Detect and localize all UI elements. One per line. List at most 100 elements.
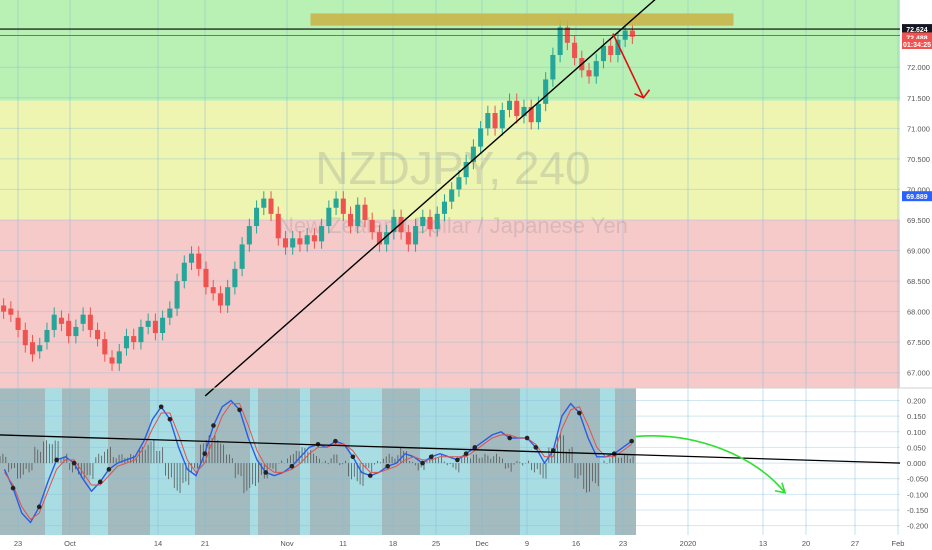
- candle-body-17: [123, 336, 130, 349]
- candle-body-3: [22, 329, 28, 346]
- candle-body-49: [355, 204, 361, 227]
- candle-body-40: [290, 238, 296, 248]
- candle-body-79: [572, 42, 578, 59]
- candle-body-53: [384, 232, 390, 245]
- candle-body-57: [413, 226, 419, 245]
- price-tag-text-2: 01:34:25: [903, 42, 931, 49]
- x-tick-label-8: Dec: [475, 539, 489, 548]
- candle-body-70: [506, 100, 513, 110]
- candle-body-20: [145, 320, 151, 327]
- projection-arrow-red: [612, 33, 645, 99]
- candle-body-4: [29, 342, 36, 355]
- price-zone-2: [0, 219, 900, 388]
- candle-body-50: [362, 204, 368, 220]
- cross-marker-42: [367, 473, 373, 478]
- candle-body-61: [441, 201, 448, 214]
- price-tick-label-10: 67.000: [907, 369, 930, 378]
- price-tag-bg-3: [902, 191, 932, 202]
- background-layer: [0, 0, 900, 535]
- price-tag-2: 01:34:25: [902, 38, 932, 49]
- resistance-box: [310, 13, 734, 26]
- candle-body-65: [470, 146, 476, 162]
- cross-marker-8: [71, 460, 77, 466]
- x-tick-label-14: 20: [802, 539, 810, 548]
- candle-body-84: [608, 45, 614, 55]
- candle-body-47: [340, 198, 346, 214]
- candle-body-33: [239, 244, 245, 269]
- cross-marker-19: [167, 416, 173, 422]
- candle-body-43: [311, 235, 317, 242]
- candle-body-48: [347, 213, 354, 227]
- candles-layer: [1, 20, 635, 371]
- oscillator-tick-label-0: 0.200: [907, 397, 926, 406]
- cross-marker-18: [158, 404, 164, 410]
- oscillator-gray-band-5: [310, 388, 350, 535]
- price-tag-text-3: 69.889: [906, 194, 928, 201]
- candle-body-34: [246, 226, 252, 245]
- price-tick-label-5: 69.500: [907, 216, 930, 225]
- candle-body-30: [217, 293, 223, 306]
- candle-body-14: [102, 339, 108, 355]
- cross-marker-52: [455, 457, 460, 463]
- projection-arrowhead-red: [634, 89, 651, 99]
- price-tag-bg-1: [902, 32, 932, 43]
- cross-marker-33: [289, 463, 295, 469]
- candle-body-10: [73, 326, 79, 337]
- x-tick-label-13: 13: [759, 539, 767, 548]
- watermark-description: New Zealand Dollar / Japanese Yen: [278, 213, 628, 238]
- candle-body-52: [376, 232, 382, 245]
- candle-body-71: [514, 100, 520, 117]
- price-tick-label-3: 70.500: [907, 155, 930, 164]
- candle-body-11: [80, 314, 86, 324]
- price-tick-label-2: 71.000: [907, 124, 930, 133]
- candle-body-56: [405, 232, 411, 245]
- cross-marker-38: [333, 438, 338, 444]
- candle-body-60: [434, 213, 440, 230]
- price-tag-bg-2: [902, 38, 932, 49]
- oscillator-gray-band-9: [615, 388, 636, 535]
- candle-body-72: [521, 106, 527, 117]
- candle-body-69: [499, 109, 505, 129]
- candle-body-87: [629, 30, 635, 37]
- price-tick-label-4: 70.000: [907, 185, 930, 194]
- candle-body-39: [282, 238, 289, 248]
- candle-body-24: [174, 281, 180, 309]
- x-tick-label-1: Oct: [64, 539, 77, 548]
- candle-body-83: [600, 45, 607, 62]
- oscillator-tick-label-3: 0.050: [907, 443, 926, 452]
- candle-body-76: [550, 54, 556, 80]
- candle-body-41: [297, 238, 303, 245]
- cross-marker-58: [507, 435, 512, 441]
- candle-body-63: [456, 177, 462, 190]
- cross-marker-23: [202, 451, 208, 456]
- cross-marker-24: [211, 423, 216, 428]
- oscillator-tick-label-1: 0.150: [907, 412, 926, 421]
- oscillator-layer: [0, 399, 634, 524]
- x-tick-label-0: 23: [14, 539, 22, 548]
- x-tick-label-11: 23: [619, 539, 627, 548]
- candle-body-19: [138, 326, 144, 343]
- candle-body-77: [557, 27, 563, 55]
- candle-body-5: [37, 345, 43, 352]
- projection-arrowhead-green: [774, 482, 787, 494]
- x-tick-label-15: 27: [851, 539, 859, 548]
- x-tick-label-16: Feb: [892, 539, 905, 548]
- cross-marker-11: [97, 479, 103, 485]
- oscillator-tick-label-5: -0.050: [907, 475, 928, 484]
- candle-body-28: [203, 268, 209, 288]
- cross-marker-12: [106, 467, 112, 472]
- candle-body-27: [196, 253, 202, 269]
- cross-marker-53: [463, 451, 469, 456]
- cross-marker-30: [263, 470, 269, 475]
- price-tick-label-8: 68.000: [907, 308, 930, 317]
- cross-marker-44: [385, 463, 390, 469]
- price-tick-label-9: 67.500: [907, 338, 930, 347]
- x-tick-label-3: 21: [201, 539, 209, 548]
- price-tag-3: 69.889: [902, 191, 932, 202]
- candle-body-15: [109, 357, 115, 364]
- x-tick-label-9: 9: [525, 539, 529, 548]
- axes-layer: 72.000 71.500 71.000 70.500 70.000 69.500 69.0…: [0, 24, 932, 548]
- price-tag-bg-0: [902, 24, 932, 35]
- candle-body-62: [449, 189, 455, 202]
